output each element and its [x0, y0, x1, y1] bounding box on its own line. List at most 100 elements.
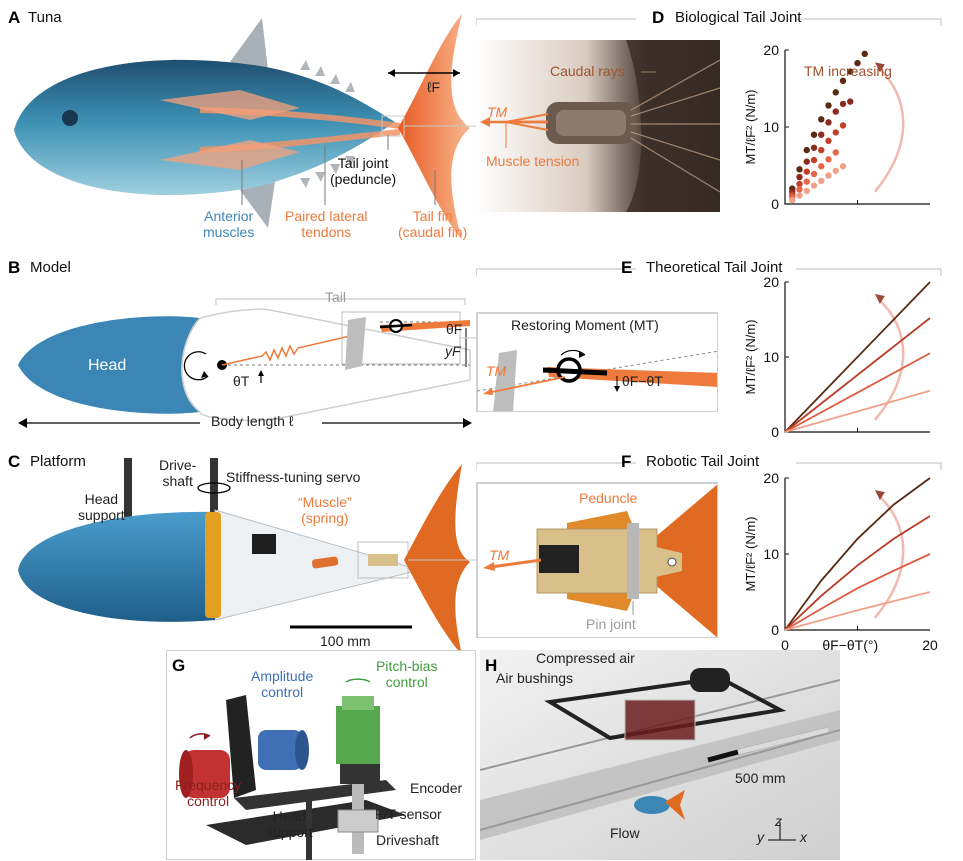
panel-e-title: Theoretical Tail Joint — [646, 259, 783, 276]
data-point — [861, 50, 868, 58]
theory-tm-label: TM — [486, 363, 507, 379]
panel-d-bracket — [476, 18, 942, 26]
data-point — [825, 102, 832, 109]
data-point — [818, 177, 825, 185]
model-diagram — [18, 298, 476, 428]
data-point — [803, 178, 810, 185]
data-point — [810, 156, 818, 164]
series-line — [784, 591, 931, 631]
x-axis-label: θF−θT(°) — [822, 637, 878, 653]
data-point — [825, 156, 832, 163]
tm-increasing-label: TM increasing — [804, 63, 892, 79]
data-point — [818, 116, 825, 123]
data-point — [847, 98, 854, 105]
biological-joint-photo — [476, 40, 720, 212]
panel-a-letter: A — [8, 8, 21, 27]
series-line — [784, 317, 931, 433]
restoring-moment-label: Restoring Moment (MT) — [511, 317, 659, 333]
y-tick-label: 10 — [763, 349, 779, 365]
y-tick-label: 20 — [763, 470, 779, 486]
panel-e-bracket — [476, 268, 942, 276]
compressed-air-label: Compressed air — [536, 650, 635, 666]
bio-tm-label: TM — [487, 104, 508, 120]
data-point — [839, 77, 847, 84]
caudal-rays-label: Caudal rays — [550, 63, 625, 79]
x-tick-label: 0 — [781, 637, 789, 653]
body-length-label: Body length ℓ — [211, 413, 294, 429]
series-line — [784, 389, 931, 433]
panel-f-bracket — [476, 462, 942, 470]
y-tick-label: 10 — [763, 119, 779, 135]
increasing-arrow — [873, 495, 905, 619]
y-axis-label: MT/ℓF² (N/m) — [743, 90, 758, 165]
panel-d-title: Biological Tail Joint — [675, 9, 802, 26]
series-line — [784, 553, 931, 631]
tuna-illustration — [14, 14, 476, 240]
data-point — [803, 168, 810, 175]
data-point — [810, 131, 818, 138]
theta-t-label: θT — [233, 373, 250, 389]
data-point — [839, 163, 847, 170]
panel-c-letter: C — [8, 452, 21, 471]
data-point — [832, 129, 839, 136]
y-axis-label: MT/ℓF² (N/m) — [743, 517, 758, 592]
model-tail-label: Tail — [325, 289, 347, 305]
data-point — [825, 172, 832, 179]
data-point — [810, 144, 818, 151]
panel-a-title: Tuna — [28, 9, 62, 26]
panel-e-letter: E — [621, 258, 633, 277]
panel-g-letter: G — [172, 656, 186, 675]
data-point — [825, 137, 832, 145]
data-point — [854, 59, 861, 67]
frequency-control-label: Frequency control — [175, 777, 242, 810]
data-point — [839, 122, 847, 129]
robot-tm-label: TM — [489, 547, 510, 563]
anterior-muscles-label: Anterior muscles — [203, 208, 255, 241]
series-line — [784, 281, 931, 433]
panel-f-title: Robotic Tail Joint — [646, 453, 760, 470]
ft-sensor-label: F/T sensor — [375, 806, 442, 822]
theoretical-joint-diagram — [476, 312, 718, 412]
data-point — [832, 167, 839, 175]
data-point — [818, 163, 825, 170]
data-point — [818, 146, 825, 154]
axis-y-label: y — [757, 829, 764, 845]
y-tick-label: 0 — [771, 424, 779, 440]
panel-b-title: Model — [30, 259, 71, 276]
data-point — [803, 146, 810, 154]
series-line — [784, 477, 931, 631]
increasing-arrowhead — [874, 294, 885, 304]
data-point — [832, 149, 839, 156]
flow-label: Flow — [610, 825, 640, 841]
y-tick-label: 10 — [763, 546, 779, 562]
y-axis-label: MT/ℓF² (N/m) — [743, 320, 758, 395]
panel-h-letter: H — [485, 656, 498, 675]
data-point — [832, 108, 839, 115]
data-point — [796, 180, 803, 188]
y-tick-label: 0 — [771, 622, 779, 638]
model-head-label: Head — [88, 357, 127, 374]
pin-joint-label: Pin joint — [586, 616, 636, 632]
theory-angle-label: θF−θT — [622, 373, 663, 389]
encoder-label: Encoder — [410, 780, 463, 796]
tail-fin-label: Tail fin (caudal fin) — [398, 208, 468, 241]
data-point — [796, 173, 803, 181]
increasing-arrow — [873, 67, 905, 193]
theta-f-label: θF — [446, 321, 463, 337]
tail-joint-label: Tail joint (peduncle) — [330, 155, 397, 188]
y-tick-label: 0 — [771, 196, 779, 212]
data-point — [832, 89, 839, 96]
chart-e-lines: 20 10 0 MT/ℓF² (N/m) — [743, 276, 931, 440]
data-point — [839, 100, 847, 108]
platform-render — [18, 458, 476, 650]
data-point — [825, 119, 832, 126]
axis-z-label: z — [775, 813, 782, 829]
data-point — [796, 192, 803, 199]
g-head-support-label: Head support — [266, 808, 313, 841]
robotic-joint-render — [476, 482, 718, 638]
data-point — [818, 131, 825, 138]
y-tick-label: 20 — [763, 276, 779, 290]
panel-c-title: Platform — [30, 453, 86, 470]
chart-axes — [784, 478, 930, 631]
series-line — [784, 352, 931, 433]
